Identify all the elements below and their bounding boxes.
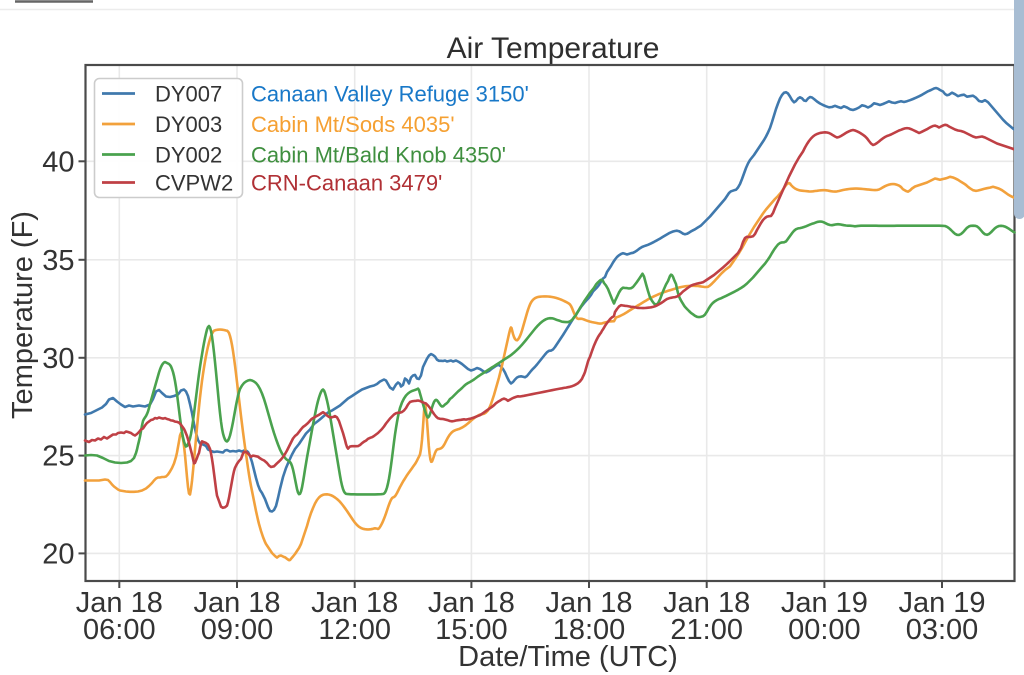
svg-text:Jan 18: Jan 18 <box>193 587 280 619</box>
svg-text:Jan 19: Jan 19 <box>898 587 985 619</box>
svg-text:CRN-Canaan 3479': CRN-Canaan 3479' <box>251 171 442 196</box>
svg-text:DY002: DY002 <box>155 143 222 168</box>
svg-text:06:00: 06:00 <box>83 614 156 646</box>
svg-text:20: 20 <box>42 538 74 570</box>
svg-text:Jan 18: Jan 18 <box>428 587 515 619</box>
svg-text:Jan 18: Jan 18 <box>663 587 750 619</box>
svg-text:25: 25 <box>42 441 74 473</box>
svg-text:DY003: DY003 <box>155 112 222 137</box>
svg-text:CVPW2: CVPW2 <box>155 171 233 196</box>
svg-text:09:00: 09:00 <box>201 614 274 646</box>
svg-text:Cabin Mt/Sods 4035': Cabin Mt/Sods 4035' <box>251 112 455 137</box>
svg-text:00:00: 00:00 <box>788 614 861 646</box>
svg-text:21:00: 21:00 <box>670 614 743 646</box>
svg-text:18:00: 18:00 <box>553 614 626 646</box>
svg-text:Air Temperature: Air Temperature <box>447 32 660 65</box>
svg-text:Jan 18: Jan 18 <box>311 587 398 619</box>
svg-text:Jan 18: Jan 18 <box>76 587 163 619</box>
svg-text:03:00: 03:00 <box>906 614 979 646</box>
svg-text:Jan 18: Jan 18 <box>545 587 632 619</box>
svg-text:Jan 19: Jan 19 <box>781 587 868 619</box>
svg-text:Date/Time (UTC): Date/Time (UTC) <box>458 641 678 673</box>
svg-text:Temperature (F): Temperature (F) <box>7 211 39 419</box>
svg-text:Canaan Valley Refuge 3150': Canaan Valley Refuge 3150' <box>251 82 529 107</box>
svg-text:DY007: DY007 <box>155 82 222 107</box>
svg-text:Cabin Mt/Bald Knob 4350': Cabin Mt/Bald Knob 4350' <box>251 143 506 168</box>
svg-text:35: 35 <box>42 245 74 277</box>
svg-text:15:00: 15:00 <box>435 614 508 646</box>
svg-text:30: 30 <box>42 343 74 375</box>
svg-text:12:00: 12:00 <box>318 614 391 646</box>
svg-text:40: 40 <box>42 146 74 178</box>
